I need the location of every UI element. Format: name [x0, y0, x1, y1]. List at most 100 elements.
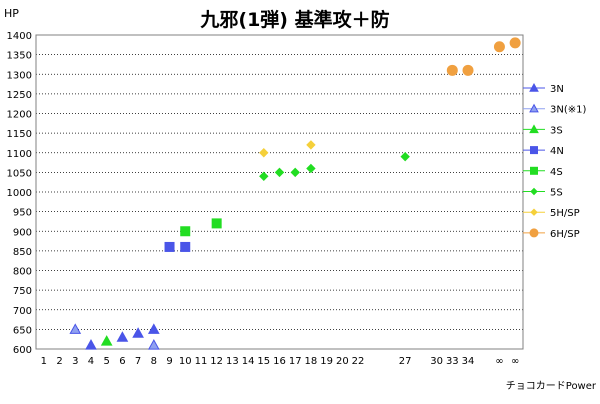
data-point [116, 331, 129, 342]
legend-label: 5H/SP [550, 208, 580, 219]
data-point [132, 327, 144, 338]
legend-marker [530, 166, 538, 175]
series-5h-sp [259, 140, 316, 158]
x-tick-label: 17 [289, 356, 302, 367]
data-point [259, 148, 269, 158]
x-tick-label: 1 [41, 356, 47, 367]
legend-marker [529, 103, 539, 113]
data-point [147, 339, 160, 350]
data-point [493, 41, 505, 53]
x-tick-label: 19 [320, 356, 333, 367]
series-4s [180, 218, 222, 237]
x-axis-label: チョコカードPower [506, 380, 597, 392]
y-tick-label: 800 [13, 267, 32, 278]
legend-label: 4S [550, 167, 563, 178]
legend-marker [530, 146, 538, 155]
x-tick-label: 33 [446, 356, 459, 367]
series-3s [100, 335, 113, 346]
y-tick-label: 1000 [7, 188, 32, 199]
x-tick-label: 18 [305, 356, 318, 367]
series-5s [259, 151, 410, 182]
x-tick-label: ∞ [511, 356, 519, 367]
x-tick-label: 11 [195, 356, 208, 367]
legend-label: 3N [550, 84, 564, 95]
x-tick-label: 9 [166, 356, 172, 367]
series-3n [85, 323, 160, 350]
legend-label: 6H/SP [550, 229, 580, 240]
series-3n-1 [69, 323, 160, 350]
data-point [259, 171, 269, 182]
data-marks [69, 37, 521, 350]
legend-marker [529, 228, 539, 238]
data-point [306, 163, 316, 174]
y-tick-label: 1100 [7, 149, 32, 160]
x-tick-label: 16 [273, 356, 286, 367]
data-point [274, 167, 285, 178]
x-tick-label: 8 [151, 356, 157, 367]
x-tick-label: 20 [336, 356, 349, 367]
data-point [164, 241, 175, 252]
x-tick-label: 5 [104, 356, 110, 367]
x-tick-label: 12 [210, 356, 223, 367]
x-tick-label: 10 [179, 356, 192, 367]
x-tick-label: 30 [430, 356, 443, 367]
x-tick-label: 7 [135, 356, 141, 367]
y-tick-label: 1300 [7, 70, 32, 81]
data-point [180, 226, 191, 237]
x-tick-label: 15 [257, 356, 270, 367]
grid-lines [36, 54, 523, 330]
y-tick-labels: 600 650 700 750 800 850 900 950 1000 1050 1100 1150… [7, 31, 32, 356]
x-tick-labels: 1 2 3 4 5 6 7 8 9 10 11 12 13 14 15 16 17 18 19 20 22 27 30 33 3… [41, 356, 520, 367]
data-point [85, 339, 97, 350]
y-tick-label: 1250 [7, 90, 32, 101]
series-4n [164, 241, 191, 252]
x-tick-label: 2 [56, 356, 62, 367]
x-tick-label: 4 [88, 356, 94, 367]
data-point [446, 64, 458, 76]
data-point [147, 323, 160, 334]
legend-label: 4N [550, 146, 564, 157]
legend-marker [530, 208, 538, 216]
x-tick-label: 6 [119, 356, 125, 367]
x-tick-label: 14 [242, 356, 255, 367]
x-tick-label: 13 [226, 356, 239, 367]
legend-marker [530, 187, 538, 196]
data-point [69, 323, 82, 334]
x-tick-label: ∞ [495, 356, 503, 367]
data-point [462, 64, 474, 76]
data-point [100, 335, 113, 346]
x-tick-label: 34 [462, 356, 475, 367]
data-point [400, 151, 410, 162]
legend: 3N 3N(※1) 3S 4N 4S 5S 5H/SP 6H/SP [523, 82, 586, 240]
y-tick-label: 900 [13, 227, 32, 238]
x-tick-label: 22 [352, 356, 365, 367]
y-axis-label: HP [4, 7, 19, 20]
data-point [290, 167, 300, 178]
legend-label: 5S [550, 188, 563, 199]
legend-label: 3S [550, 125, 563, 136]
data-point [509, 37, 521, 49]
data-point [306, 140, 316, 150]
legend-marker [529, 124, 539, 134]
series-6h-sp [446, 37, 521, 76]
y-tick-label: 1050 [7, 168, 32, 179]
data-point [211, 218, 222, 229]
chart-title: 九邪(1弾) 基準攻＋防 [199, 8, 389, 31]
x-tick-label: 27 [399, 356, 412, 367]
legend-marker [529, 82, 539, 92]
x-tick-label: 3 [72, 356, 78, 367]
y-tick-label: 1150 [7, 129, 32, 140]
y-tick-label: 1350 [7, 51, 32, 62]
y-tick-label: 650 [13, 325, 32, 336]
data-point [180, 241, 191, 252]
y-tick-label: 750 [13, 286, 32, 297]
y-tick-label: 600 [13, 345, 32, 356]
y-tick-label: 700 [13, 306, 32, 317]
y-tick-label: 850 [13, 247, 32, 258]
y-tick-label: 1200 [7, 110, 32, 121]
y-tick-label: 950 [13, 208, 32, 219]
y-tick-label: 1400 [7, 31, 32, 42]
legend-label: 3N(※1) [550, 105, 586, 116]
